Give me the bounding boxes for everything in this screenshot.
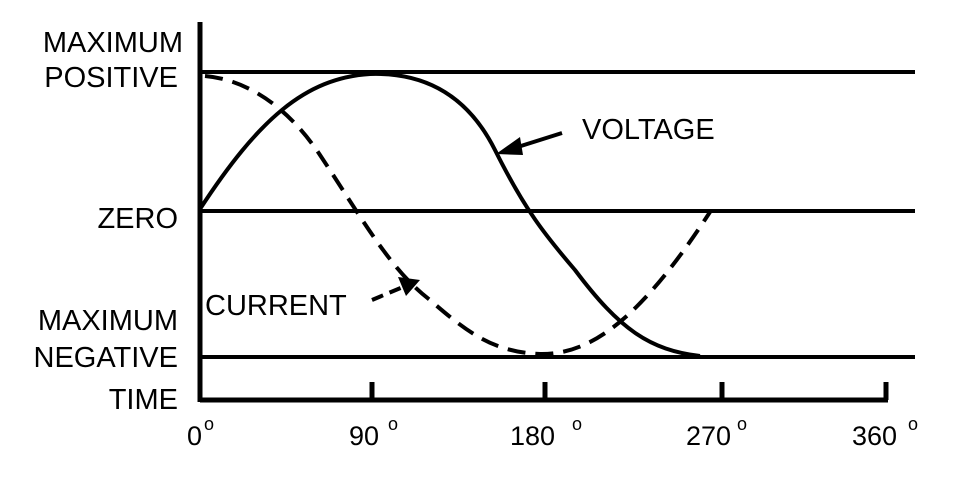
- max-positive-label-line2: POSITIVE: [44, 62, 178, 94]
- degree-symbol: o: [388, 414, 398, 434]
- current-curve: [204, 74, 712, 357]
- x-tick-0: 0 o: [187, 414, 214, 451]
- x-tick-label: 0: [187, 421, 202, 451]
- x-tick-180: 180 o: [510, 414, 582, 451]
- x-tick-label: 90: [349, 421, 379, 451]
- x-tick-270: 270 o: [686, 414, 747, 451]
- x-tick-label: 180: [510, 421, 555, 451]
- max-negative-label-line1: MAXIMUM: [38, 305, 178, 337]
- current-label: CURRENT: [205, 290, 347, 322]
- time-label: TIME: [109, 384, 178, 416]
- degree-symbol: o: [737, 414, 747, 434]
- current-arrowhead: [398, 277, 420, 296]
- x-tick-label: 360: [852, 421, 897, 451]
- degree-symbol: o: [572, 414, 582, 434]
- current-pointer-line: [371, 282, 411, 302]
- zero-label: ZERO: [97, 203, 178, 235]
- degree-symbol: o: [908, 414, 918, 434]
- x-tick-label: 270: [686, 421, 731, 451]
- degree-symbol: o: [204, 414, 214, 434]
- max-positive-label-line1: MAXIMUM: [43, 27, 183, 59]
- max-negative-label-line2: NEGATIVE: [34, 342, 179, 374]
- voltage-arrowhead: [496, 137, 523, 155]
- voltage-label: VOLTAGE: [582, 114, 715, 146]
- x-tick-90: 90 o: [349, 414, 398, 451]
- x-tick-360: 360 o: [852, 414, 918, 451]
- voltage-curve: [198, 71, 701, 358]
